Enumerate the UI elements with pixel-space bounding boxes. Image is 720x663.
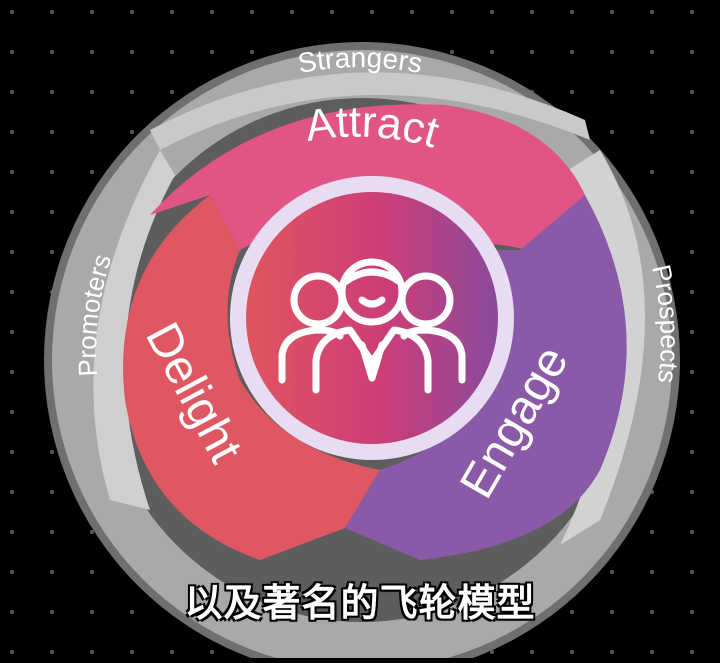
promoters-arrow-segment [93,150,175,510]
subtitle-caption: 以及著名的飞轮模型 [184,581,536,625]
delight-segment [123,195,380,560]
people-group-icon [278,258,466,394]
engage-segment [345,195,627,560]
prospects-arrow-segment [560,150,645,545]
center-disc [246,192,498,444]
strangers-arrow-segment [150,72,590,150]
strangers-label: Strangers [295,42,424,79]
